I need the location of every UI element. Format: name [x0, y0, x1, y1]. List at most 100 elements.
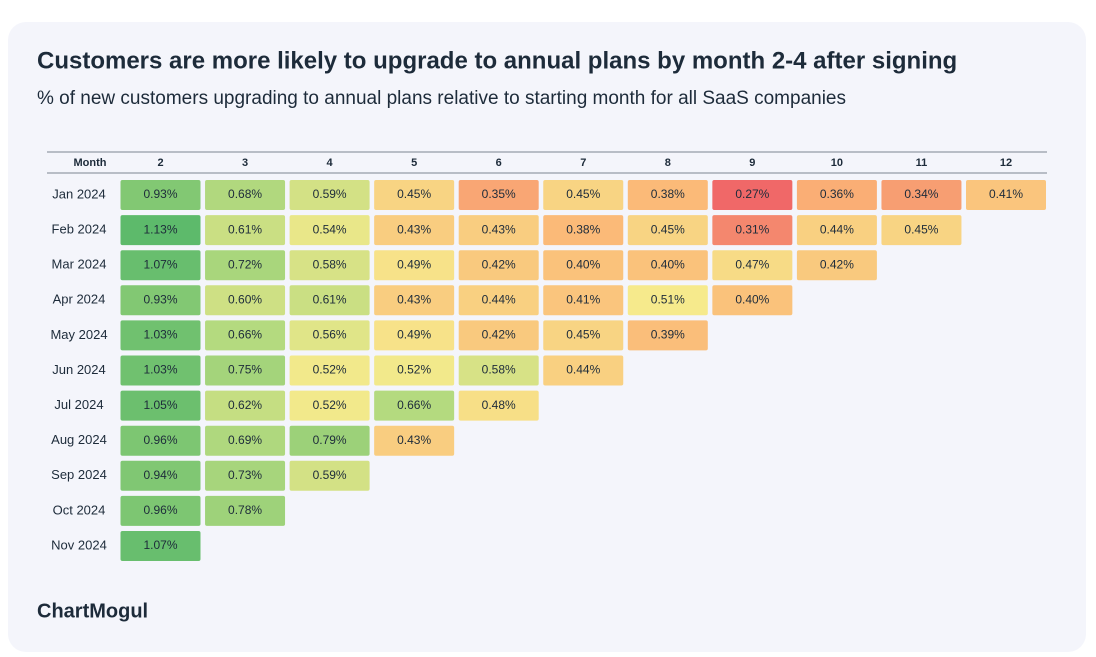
cell-label: 0.56% — [313, 328, 347, 342]
cell-label: 0.31% — [735, 222, 769, 236]
cell — [458, 320, 539, 351]
cell-label: 0.61% — [228, 222, 262, 236]
cell-label: 1.03% — [143, 328, 177, 342]
column-label: 5 — [411, 157, 417, 169]
cell-label: 0.94% — [143, 468, 177, 482]
cell — [289, 320, 370, 351]
column-label: 4 — [327, 157, 334, 169]
cell — [289, 425, 370, 456]
cell-label: 0.66% — [397, 398, 431, 412]
cell-label: 0.75% — [228, 363, 262, 377]
cell — [205, 355, 286, 386]
cell-label: 0.43% — [397, 433, 431, 447]
cell-label: 1.13% — [143, 222, 177, 236]
cell-label: 0.39% — [651, 328, 685, 342]
cell — [458, 215, 539, 246]
cell-label: 0.69% — [228, 433, 262, 447]
cell-label: 0.42% — [482, 328, 516, 342]
column-label: 7 — [580, 157, 586, 169]
cell — [205, 215, 286, 246]
cell — [120, 180, 201, 210]
cell — [458, 285, 539, 316]
cell — [543, 215, 624, 246]
cell — [543, 180, 624, 210]
cell-label: 0.62% — [228, 398, 262, 412]
cell — [881, 180, 962, 210]
cell — [458, 180, 539, 210]
cell-label: 0.78% — [228, 503, 262, 517]
cell-label: 1.07% — [143, 257, 177, 271]
cell-label: 0.43% — [397, 292, 431, 306]
cell — [543, 250, 624, 281]
cell — [205, 180, 286, 210]
cell-label: 0.58% — [313, 257, 347, 271]
cell-label: 0.73% — [228, 468, 262, 482]
cell — [796, 250, 877, 281]
column-label: 9 — [749, 157, 755, 169]
cell — [205, 495, 286, 526]
cell — [627, 285, 708, 316]
cell — [205, 460, 286, 491]
cell — [289, 390, 370, 421]
cell — [374, 180, 455, 210]
cell — [458, 355, 539, 386]
cell-label: 0.45% — [904, 222, 938, 236]
chart-subtitle: % of new customers upgrading to annual p… — [37, 88, 846, 109]
cell — [120, 390, 201, 421]
cell — [120, 495, 201, 526]
cell — [205, 320, 286, 351]
column-label: 8 — [665, 157, 671, 169]
cell-label: 0.36% — [820, 187, 854, 201]
cell — [289, 250, 370, 281]
cell-label: 1.07% — [143, 538, 177, 552]
cell-label: 0.43% — [397, 222, 431, 236]
cell — [205, 390, 286, 421]
row-label: Apr 2024 — [53, 292, 106, 307]
cell-label: 0.52% — [313, 398, 347, 412]
cell — [120, 250, 201, 281]
cell-label: 0.27% — [735, 187, 769, 201]
cell — [796, 215, 877, 246]
cell-label: 0.45% — [566, 328, 600, 342]
cell-label: 0.60% — [228, 292, 262, 306]
cell-label: 0.42% — [820, 257, 854, 271]
row-label: Sep 2024 — [51, 467, 107, 482]
cell-label: 0.68% — [228, 187, 262, 201]
cell-label: 0.44% — [820, 222, 854, 236]
cell-label: 0.35% — [482, 187, 516, 201]
cell-label: 1.03% — [143, 363, 177, 377]
cell — [374, 355, 455, 386]
row-label: Feb 2024 — [52, 222, 107, 237]
cell-label: 0.96% — [143, 433, 177, 447]
column-label: 6 — [496, 157, 502, 169]
column-label: 3 — [242, 157, 248, 169]
row-label: Nov 2024 — [51, 537, 107, 552]
column-label: 10 — [831, 157, 843, 169]
cell — [458, 390, 539, 421]
cell-label: 0.52% — [313, 363, 347, 377]
cell — [712, 215, 793, 246]
cell — [120, 320, 201, 351]
cell-label: 0.96% — [143, 503, 177, 517]
cell — [120, 460, 201, 491]
cell-label: 0.48% — [482, 398, 516, 412]
chart-title: Customers are more likely to upgrade to … — [37, 47, 957, 74]
cell-label: 1.05% — [143, 398, 177, 412]
column-label: 2 — [157, 157, 163, 169]
cell — [205, 425, 286, 456]
cell — [966, 180, 1046, 210]
cell-label: 0.45% — [566, 187, 600, 201]
cell — [120, 425, 201, 456]
cell-label: 0.45% — [651, 222, 685, 236]
column-label: 12 — [1000, 157, 1012, 169]
cell-label: 0.38% — [651, 187, 685, 201]
cell — [712, 180, 793, 210]
cell — [289, 460, 370, 491]
cell — [120, 355, 201, 386]
row-label: Jan 2024 — [52, 186, 106, 201]
cell — [205, 285, 286, 316]
cell-label: 0.44% — [566, 363, 600, 377]
cell — [881, 215, 962, 246]
cell — [374, 215, 455, 246]
